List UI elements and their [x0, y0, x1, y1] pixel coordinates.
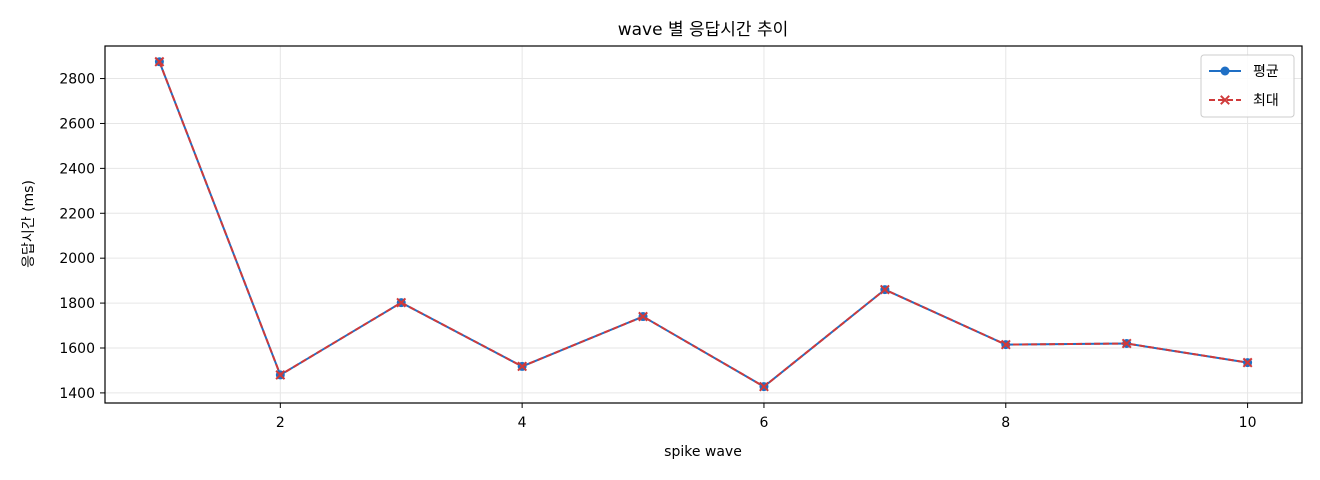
x-tick-label: 6: [759, 415, 768, 431]
y-tick-label: 1800: [59, 296, 95, 312]
data-point-series-2: [759, 381, 769, 392]
data-point-series-2: [1121, 338, 1132, 349]
x-tick-label: 10: [1239, 415, 1257, 431]
axis-ticks: 2 4 6 8 10 1400 1600 1800 2000 2200 2400 2600 2800: [59, 72, 1256, 431]
y-tick-label: 1400: [59, 386, 95, 402]
y-axis-label: 응답시간 (ms): [21, 180, 37, 268]
data-point-series-2: [1000, 339, 1011, 350]
data-point-series-2: [517, 361, 528, 372]
y-tick-label: 1600: [59, 341, 95, 357]
y-tick-label: 2200: [59, 206, 95, 222]
y-tick-label: 2600: [59, 116, 95, 132]
x-tick-label: 8: [1001, 415, 1010, 431]
plot-frame: [104, 45, 1303, 404]
x-tick-label: 2: [276, 415, 285, 431]
y-tick-label: 2000: [59, 251, 95, 267]
y-tick-label: 2800: [59, 72, 95, 88]
data-point-series-2: [879, 284, 890, 295]
data-point-series-2: [154, 56, 165, 67]
x-axis-label: spike wave: [664, 444, 742, 460]
plot-series: [154, 56, 1253, 392]
data-point-series-2: [638, 311, 648, 322]
legend-label: 평균: [1253, 64, 1279, 80]
legend-label: 최대: [1253, 93, 1279, 109]
chart-title: wave 별 응답시간 추이: [618, 20, 789, 40]
y-tick-label: 2400: [59, 161, 95, 177]
data-point-series-2: [1242, 357, 1253, 368]
x-tick-label: 4: [518, 415, 527, 431]
legend-swatch-marker: [1220, 95, 1230, 105]
legend-swatch-marker: [1220, 66, 1230, 76]
grid-lines: [105, 46, 1302, 403]
data-point-series-2: [275, 370, 286, 380]
data-point-series-2: [396, 297, 407, 308]
series-line-2: [158, 61, 1248, 388]
legend-box: [1200, 54, 1295, 118]
